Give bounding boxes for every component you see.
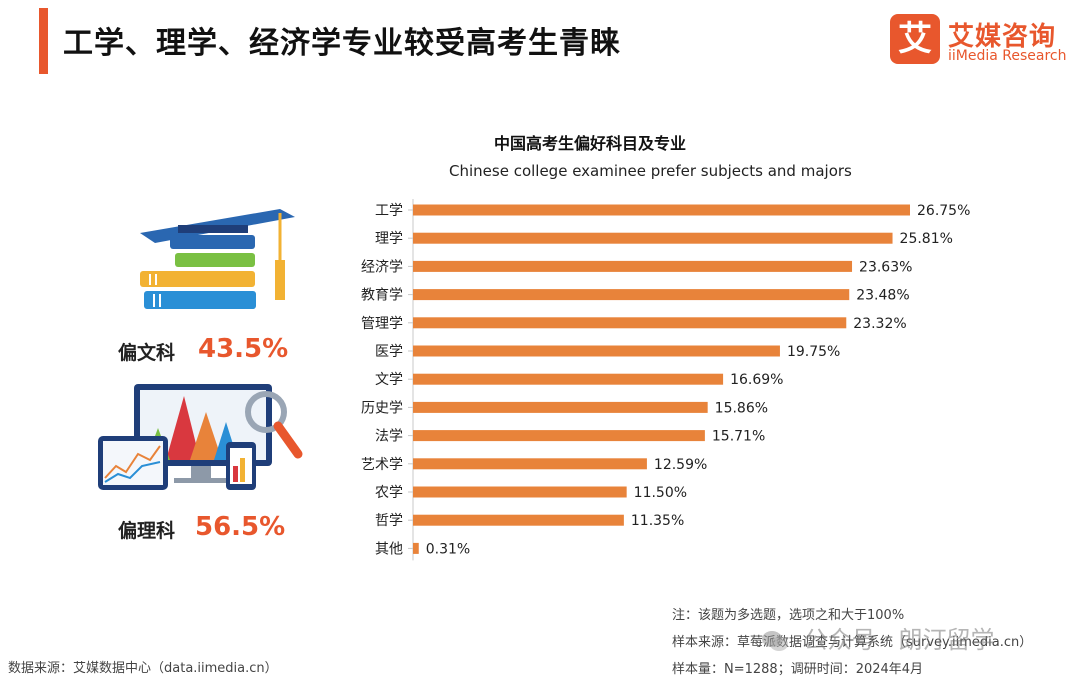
category-label: 农学 [375, 485, 403, 501]
bar [413, 430, 705, 442]
note-multi-select: 注：该题为多选题，选项之和大于100% [672, 608, 905, 623]
bar [413, 458, 647, 470]
category-label: 其他 [375, 541, 403, 557]
value-label: 23.32% [853, 316, 906, 332]
category-label: 艺术学 [361, 457, 403, 473]
iimedia-logo: 艾 艾媒咨询 iiMedia Research [890, 14, 1070, 70]
bar [413, 232, 893, 244]
value-label: 23.63% [859, 259, 912, 275]
chart-subtitle: Chinese college examinee prefer subjects… [449, 162, 852, 180]
value-label: 11.50% [634, 485, 687, 501]
bar [413, 514, 624, 526]
page-title: 工学、理学、经济学专业较受高考生青睐 [63, 26, 621, 61]
note-sample-size: 样本量：N=1288；调研时间：2024年4月 [672, 662, 924, 677]
bar [413, 317, 847, 329]
bar-chart: 工学 26.75% 理学 25.81% 经济学 23.63% 教育学 23.48% 管理学 23.… [361, 199, 970, 561]
category-label: 哲学 [375, 513, 403, 529]
watermark: 公众号 · 朗汀留学 [760, 620, 995, 656]
monitor-charts-icon [98, 384, 303, 490]
liberal-arts-label: 偏文科 [118, 342, 176, 364]
science-value: 56.5% [195, 512, 286, 542]
category-label: 理学 [375, 231, 403, 247]
wechat-icon [762, 631, 788, 651]
chart-title: 中国高考生偏好科目及专业 [493, 134, 686, 153]
value-label: 15.71% [712, 429, 765, 445]
chart-subtitle-wrap: Chinese college examinee prefer subjects… [380, 162, 910, 180]
value-label: 11.35% [631, 513, 684, 529]
value-label: 15.86% [715, 400, 768, 416]
bar [413, 401, 708, 413]
category-label: 教育学 [361, 288, 403, 304]
bar [413, 486, 627, 498]
logo-mark-icon: 艾 [890, 14, 940, 64]
value-label: 19.75% [787, 344, 840, 360]
science-label: 偏理科 [118, 520, 176, 542]
liberal-arts-value: 43.5% [198, 334, 289, 364]
category-label: 工学 [375, 203, 403, 219]
bar [413, 542, 419, 554]
category-label: 医学 [375, 344, 403, 360]
bar [413, 373, 724, 385]
logo-chinese-name: 艾媒咨询 [948, 22, 1057, 52]
logo-english-name: iiMedia Research [948, 48, 1067, 64]
data-source: 数据来源：艾媒数据中心（data.iimedia.cn） [8, 661, 278, 676]
category-label: 历史学 [361, 400, 403, 416]
category-label: 管理学 [361, 316, 403, 332]
bar [413, 260, 853, 272]
title-accent-bar [39, 8, 48, 74]
category-label: 法学 [375, 429, 403, 445]
watermark-text: 公众号 · 朗汀留学 [803, 626, 995, 654]
category-label: 文学 [375, 372, 403, 388]
value-label: 25.81% [900, 231, 953, 247]
value-label: 23.48% [856, 288, 909, 304]
value-label: 12.59% [654, 457, 707, 473]
value-label: 26.75% [917, 203, 970, 219]
value-label: 16.69% [730, 372, 783, 388]
bar [413, 204, 910, 216]
bar [413, 289, 850, 301]
bar [413, 345, 780, 357]
books-graduation-cap-icon [140, 209, 295, 309]
category-label: 经济学 [361, 259, 403, 275]
value-label: 0.31% [426, 541, 470, 557]
